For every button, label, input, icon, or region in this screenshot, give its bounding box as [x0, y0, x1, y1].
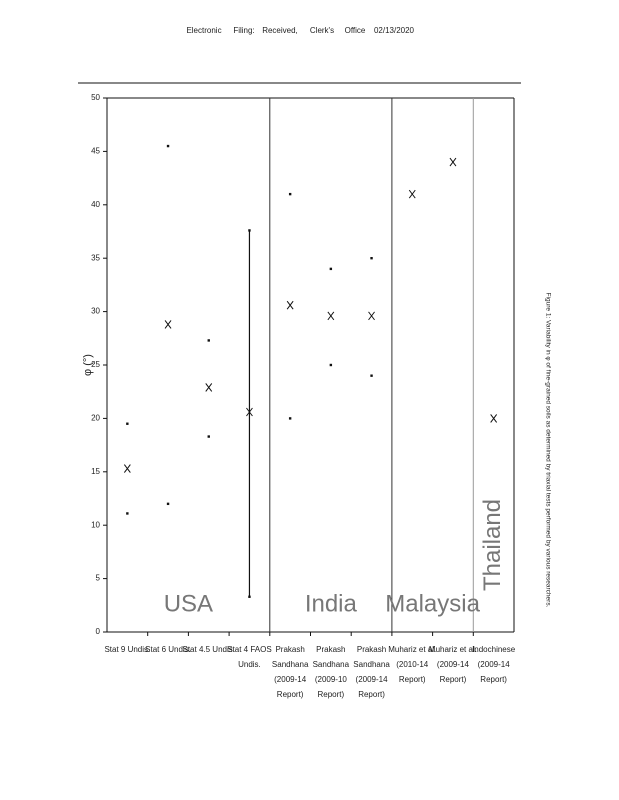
- point: [126, 512, 129, 515]
- x-tick-label: (2010-14: [396, 660, 429, 669]
- x-tick-label: Stat 6 Undis.: [145, 645, 191, 654]
- y-tick-label: 5: [96, 574, 101, 583]
- y-tick-label: 35: [91, 253, 100, 262]
- cross-stroke: [164, 320, 172, 329]
- header-text: Clerk's: [310, 26, 334, 35]
- x-tick-label: (2009-14: [274, 675, 307, 684]
- header-text: Electronic: [186, 26, 221, 35]
- cross-marker: [368, 311, 375, 321]
- point: [288, 192, 292, 196]
- point: [166, 502, 170, 506]
- x-tick-label: Report): [399, 675, 426, 684]
- y-tick-label: 10: [91, 520, 100, 529]
- y-tick-label: 15: [91, 467, 100, 476]
- x-tick-label: (2009-10: [315, 675, 348, 684]
- point: [207, 339, 210, 342]
- x-tick-label: Report): [480, 675, 507, 684]
- point: [207, 435, 210, 438]
- y-tick-label: 0: [96, 627, 101, 636]
- region-label: Thailand: [479, 499, 506, 591]
- x-tick-label: Report): [440, 675, 467, 684]
- x-tick-label: Stat 4 FAOS: [227, 645, 271, 654]
- x-tick-label: Indochinese: [472, 645, 516, 654]
- cross-stroke: [490, 414, 498, 423]
- region-label: Malaysia: [385, 590, 480, 617]
- x-tick-label: Report): [358, 690, 385, 699]
- y-tick-label: 20: [91, 414, 100, 423]
- y-tick-label: 50: [91, 93, 100, 102]
- header-text: Filing:: [233, 26, 254, 35]
- point: [370, 257, 373, 260]
- cross-stroke: [286, 300, 294, 310]
- cross-marker: [246, 407, 253, 417]
- x-tick-label: Stat 4.5 Undis.: [183, 645, 235, 654]
- y-tick-label: 30: [91, 307, 100, 316]
- cross-marker: [205, 383, 213, 392]
- point: [288, 417, 292, 420]
- cross-stroke: [408, 189, 416, 199]
- header-text: Received,: [262, 26, 298, 35]
- x-tick-label: (2009-14: [478, 660, 511, 669]
- cross-stroke: [368, 311, 375, 321]
- x-tick-label: Prakash: [275, 645, 304, 654]
- header-text: 02/13/2020: [374, 26, 415, 35]
- point: [329, 363, 333, 367]
- y-axis-label: φ (°): [82, 354, 94, 376]
- region-label: USA: [164, 590, 213, 617]
- x-tick-label: Report): [318, 690, 345, 699]
- x-tick-label: Prakash: [316, 645, 345, 654]
- x-tick-label: Report): [277, 690, 304, 699]
- x-tick-label: Sandhana: [353, 660, 390, 669]
- cross-stroke: [327, 311, 335, 321]
- point: [126, 422, 129, 425]
- cross-marker: [408, 189, 416, 199]
- x-tick-label: Muhariz et al.: [388, 645, 436, 654]
- y-tick-label: 40: [91, 200, 100, 209]
- point: [248, 595, 251, 598]
- x-tick-label: Sandhana: [313, 660, 350, 669]
- point: [166, 144, 170, 148]
- x-tick-label: Prakash: [357, 645, 386, 654]
- caption: Figure 1: Variability in φ of fine-grain…: [544, 293, 551, 608]
- cross-stroke: [123, 464, 131, 473]
- point: [370, 374, 373, 377]
- y-tick-label: 45: [91, 147, 100, 156]
- cross-marker: [123, 464, 131, 473]
- x-tick-label: (2009-14: [356, 675, 389, 684]
- cross-marker: [164, 320, 172, 329]
- cross-marker: [327, 311, 335, 321]
- point: [248, 229, 251, 232]
- y-tick-label: 25: [91, 360, 100, 369]
- x-tick-label: (2009-14: [437, 660, 470, 669]
- header-text: Office: [345, 26, 366, 35]
- x-tick-label: Muhariz et al.: [429, 645, 477, 654]
- cross-stroke: [205, 383, 213, 392]
- x-tick-label: Sandhana: [272, 660, 309, 669]
- cross-stroke: [449, 157, 457, 167]
- cross-marker: [286, 300, 294, 310]
- cross-stroke: [246, 407, 253, 417]
- point: [329, 267, 333, 271]
- x-tick-label: Stat 9 Undis.: [104, 645, 150, 654]
- x-tick-label: Undis.: [238, 660, 261, 669]
- cross-marker: [449, 157, 457, 167]
- cross-marker: [490, 414, 498, 423]
- region-label: India: [305, 590, 358, 617]
